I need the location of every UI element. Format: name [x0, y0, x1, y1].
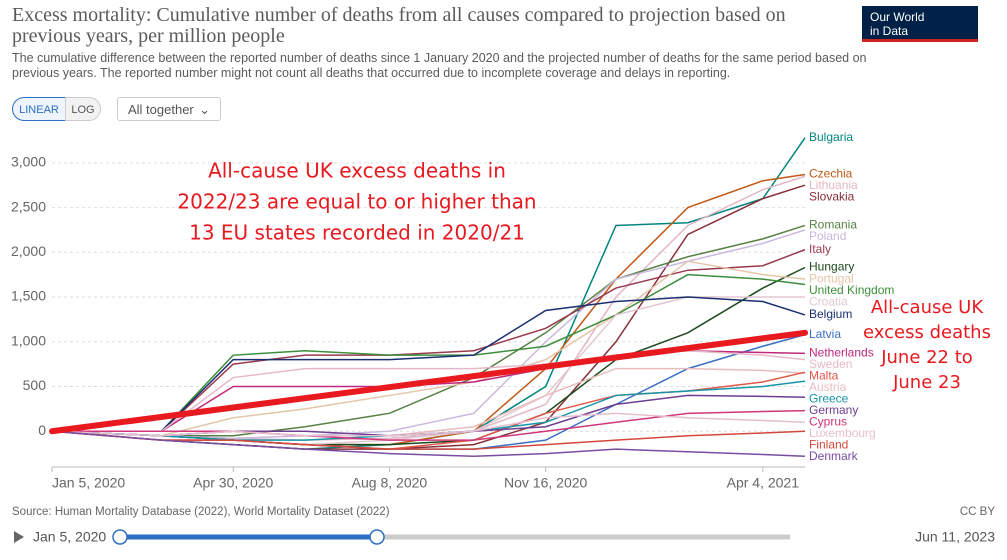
series-line	[51, 229, 806, 440]
series-line	[51, 175, 806, 441]
series-line	[52, 349, 806, 432]
y-tick-label: 0	[38, 422, 46, 438]
series-line	[52, 349, 806, 432]
y-tick-label: 3,000	[11, 154, 46, 170]
y-tick-label: 2,500	[11, 198, 46, 214]
legend-label: Bulgaria	[809, 130, 853, 144]
annotation: 13 EU states recorded in 2020/21	[189, 221, 525, 245]
annotation: 2022/23 are equal to or higher than	[177, 190, 536, 214]
series-line	[52, 296, 806, 432]
annotation: June 22 to	[880, 347, 973, 368]
legend-label: Czechia	[809, 167, 853, 181]
logo-line: in Data	[870, 24, 909, 38]
x-tick-label: Jan 5, 2020	[52, 475, 125, 491]
legend-label: Cyprus	[809, 415, 847, 429]
series-line	[51, 412, 806, 437]
play-button	[14, 531, 24, 543]
legend-label: Finland	[809, 438, 848, 452]
legend-label: Germany	[809, 403, 858, 417]
series-line	[52, 409, 806, 441]
series-line	[51, 137, 806, 450]
trend-line	[49, 329, 808, 435]
slider-start: Jan 5, 2020	[33, 529, 106, 545]
legend-label: United Kingdom	[809, 283, 894, 297]
legend-label: Netherlands	[809, 346, 874, 360]
series-line	[51, 430, 806, 450]
slider-handle[interactable]	[369, 529, 385, 545]
legend-label: Italy	[809, 242, 831, 256]
slider-handle[interactable]	[112, 529, 128, 545]
legend-label: Luxembourg	[809, 426, 876, 440]
y-tick-label: 2,000	[11, 243, 46, 259]
logo-line: Our World	[870, 10, 925, 24]
legend-label: Denmark	[809, 449, 859, 463]
dropdown[interactable]: All together ⌄	[117, 97, 221, 121]
legend-label: Slovakia	[809, 190, 855, 204]
series-line	[51, 430, 806, 458]
annotation: excess deaths	[863, 322, 991, 343]
series-line	[51, 367, 806, 437]
legend-label: Sweden	[809, 357, 852, 371]
legend-label: Malta	[809, 369, 839, 383]
dropdown-label: All together	[128, 102, 194, 117]
license: CC BY	[960, 506, 995, 518]
legend-label: Croatia	[809, 294, 848, 308]
x-tick-label: Nov 16, 2020	[504, 475, 587, 491]
y-tick-label: 1,500	[11, 288, 46, 304]
logo[interactable]: Our World in Data	[862, 6, 978, 42]
x-tick-label: Aug 8, 2020	[352, 475, 428, 491]
legend-label: Hungary	[809, 260, 854, 274]
legend-label: Romania	[809, 218, 857, 232]
series-line	[52, 248, 806, 432]
y-tick-label: 1,000	[11, 332, 46, 348]
series-line	[51, 173, 806, 446]
annotation: All-cause UK excess deaths in	[208, 159, 506, 183]
chart-title: Excess mortality: Cumulative number of d…	[12, 4, 786, 47]
y-tick-label: 500	[23, 377, 47, 393]
legend-label: Belgium	[809, 307, 852, 321]
x-tick-label: Apr 30, 2020	[193, 475, 273, 491]
legend-label: Austria	[809, 380, 847, 394]
annotation: All-cause UK	[871, 297, 984, 318]
dropdown-arrow: ⌄	[199, 102, 210, 117]
log-button[interactable]: LOG	[65, 97, 101, 121]
legend-label: Portugal	[809, 271, 854, 285]
source: Source: Human Mortality Database (2022),…	[12, 506, 390, 518]
annotation: June 23	[892, 372, 961, 393]
legend-label: Greece	[809, 392, 849, 406]
slider-end: Jun 11, 2023	[915, 529, 995, 545]
legend-label: Poland	[809, 229, 846, 243]
chart-subtitle: The cumulative difference between the re…	[12, 51, 867, 80]
linear-button[interactable]: LINEAR	[12, 97, 66, 121]
x-tick-label: Apr 4, 2021	[727, 475, 800, 491]
legend-label: Lithuania	[809, 178, 858, 192]
legend-label: Latvia	[809, 327, 841, 341]
